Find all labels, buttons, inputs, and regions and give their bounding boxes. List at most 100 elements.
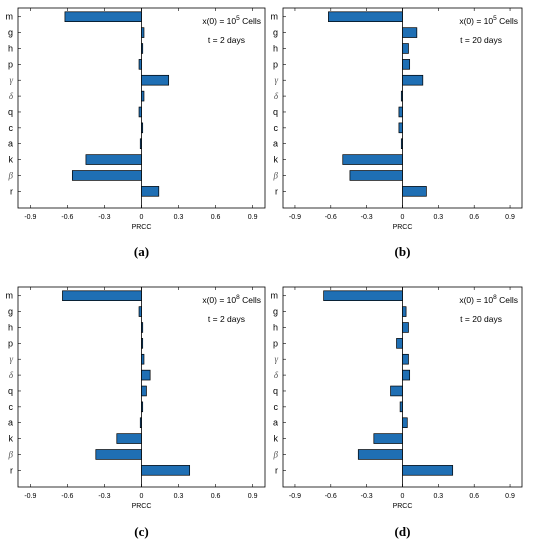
bar-c-2 [141,322,144,333]
y-tick-label: p [8,338,13,348]
bar-d-9 [373,433,403,444]
bar-d-3 [396,338,403,349]
y-tick-label: m [271,12,279,22]
y-tick-label: c [9,402,14,412]
bar-a-10 [71,170,142,181]
y-tick-label: γ [9,75,13,85]
y-tick-label: δ [274,91,279,101]
y-tick-label: q [273,386,278,396]
y-tick-label: r [275,465,278,475]
bar-c-4 [141,353,145,365]
y-tick-label: δ [274,370,279,380]
x-tick-label: -0.6 [61,493,73,500]
x-tick-label: -0.6 [325,214,337,221]
bar-b-7 [398,122,403,134]
bar-b-3 [402,59,411,70]
bar-a-5 [141,90,145,102]
y-tick-label: c [274,402,279,412]
y-tick-label: h [8,43,13,53]
x-axis-label: PRCC [393,503,413,510]
bar-c-0 [62,290,142,302]
x-tick-label: -0.9 [24,214,36,221]
x-tick-label: 0.6 [211,214,221,221]
bar-b-4 [402,74,424,86]
bar-c-11 [141,465,191,476]
y-tick-label: a [273,139,278,149]
bar-a-7 [141,122,144,134]
bar-c-6 [141,385,147,397]
y-tick-label: h [273,322,278,332]
annotation-initial-cells: x(0) = 105 Cells [202,15,261,26]
annotation-initial-cells: x(0) = 108 Cells [202,294,261,305]
bar-b-1 [402,27,418,38]
y-tick-label: m [271,291,279,301]
bar-a-3 [138,59,142,70]
bar-a-6 [138,106,142,118]
bar-c-8 [139,417,142,428]
x-tick-label: 0.3 [174,493,184,500]
y-tick-label: k [9,434,14,444]
annotation-time: t = 20 days [460,314,502,324]
x-tick-label: 0.9 [248,214,258,221]
x-tick-label: -0.6 [61,214,73,221]
annotation-time: t = 20 days [460,35,502,45]
x-tick-label: -0.3 [98,493,110,500]
bar-a-11 [141,186,160,197]
y-tick-label: g [273,28,278,38]
bar-a-8 [139,138,142,149]
bar-b-6 [398,106,403,118]
x-tick-label: 0.9 [505,214,515,221]
bar-c-1 [138,306,142,317]
y-tick-label: k [9,155,14,165]
bar-b-10 [349,170,403,181]
y-tick-label: q [273,107,278,117]
y-tick-label: a [8,418,13,428]
y-tick-label: q [8,107,13,117]
bar-b-2 [402,43,409,54]
bar-d-0 [323,290,403,302]
y-tick-label: p [273,338,278,348]
bar-d-11 [402,465,454,476]
y-tick-label: β [273,170,279,180]
y-tick-label: m [6,291,14,301]
bar-c-9 [116,433,142,444]
bar-b-0 [328,11,403,23]
y-tick-label: g [273,307,278,317]
y-tick-label: k [274,434,279,444]
x-tick-label: 0 [401,493,405,500]
x-axis-label: PRCC [132,503,152,510]
x-tick-label: 0.3 [433,214,443,221]
y-tick-label: p [8,59,13,69]
y-tick-label: g [8,28,13,38]
bar-d-2 [402,322,409,333]
bar-a-2 [141,43,144,54]
x-tick-label: -0.9 [289,493,301,500]
annotation-initial-cells: x(0) = 105 Cells [459,15,518,26]
y-tick-label: a [8,139,13,149]
x-tick-label: 0.6 [211,493,221,500]
x-tick-label: 0 [140,214,144,221]
x-tick-label: -0.9 [289,214,301,221]
y-tick-label: δ [9,370,14,380]
y-tick-label: β [273,449,279,459]
bar-d-8 [402,417,408,428]
panel-caption: (c) [134,524,148,539]
x-tick-label: 0.9 [248,493,258,500]
x-axis-label: PRCC [132,224,152,231]
bar-c-5 [141,369,151,381]
y-tick-label: r [10,186,13,196]
bar-b-9 [342,154,403,165]
bar-b-5 [400,90,403,102]
y-tick-label: β [8,449,14,459]
bar-d-1 [402,306,407,317]
x-tick-label: -0.3 [361,493,373,500]
y-tick-label: a [273,418,278,428]
x-tick-label: 0.3 [174,214,184,221]
y-tick-label: c [9,123,14,133]
y-tick-label: r [10,465,13,475]
x-tick-label: 0 [401,214,405,221]
